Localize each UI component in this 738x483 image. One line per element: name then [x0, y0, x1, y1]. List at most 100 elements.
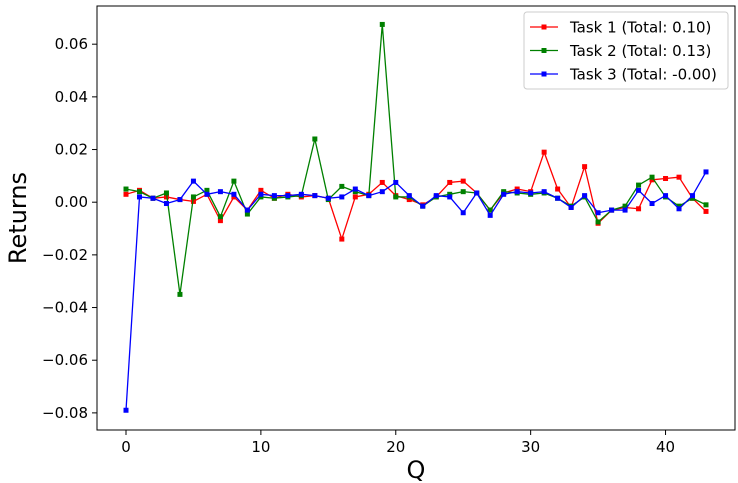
- series-3-point: [244, 207, 250, 213]
- series-3-point: [298, 191, 304, 197]
- series-3-point: [555, 195, 561, 201]
- series-3-point: [136, 194, 142, 200]
- series-3-point: [622, 207, 628, 213]
- series-3-point: [406, 193, 412, 199]
- series-3-point: [582, 193, 588, 199]
- series-3-point: [204, 191, 210, 197]
- plot-frame: [96, 5, 736, 431]
- series-1-point: [379, 179, 385, 185]
- series-1-point: [339, 236, 345, 242]
- x-tick-label: 10: [251, 438, 270, 456]
- y-axis: −0.08 −0.06 −0.04 −0.02 0.00 0.02 0.04 0.06: [42, 35, 97, 422]
- y-tick-label: 0.04: [55, 88, 88, 106]
- series-2-point: [231, 178, 237, 184]
- series-3: [123, 169, 709, 413]
- legend-marker: [541, 71, 547, 77]
- series-3-point: [217, 189, 223, 195]
- series-3-point: [285, 193, 291, 199]
- series-1-point: [258, 187, 264, 193]
- series-3-point: [163, 201, 169, 207]
- series-2-point: [352, 189, 358, 195]
- series-3-point: [339, 194, 345, 200]
- series-3-point: [528, 190, 534, 196]
- series-2-point: [460, 189, 466, 195]
- series-1-point: [676, 174, 682, 180]
- legend-marker: [541, 48, 547, 53]
- series-2-point: [258, 194, 264, 200]
- series-2-point: [379, 21, 385, 27]
- series-1-point: [231, 194, 237, 200]
- series-3-point: [258, 191, 264, 197]
- series-2-point: [487, 207, 493, 213]
- series-1-point: [514, 186, 520, 192]
- series-3-point: [676, 206, 682, 212]
- series-1-point: [406, 197, 412, 203]
- series-3-point: [690, 193, 696, 199]
- series-3-point: [271, 193, 277, 199]
- legend-label: Task 3 (Total: -0.00): [569, 66, 717, 84]
- series-1-point: [636, 206, 642, 212]
- x-tick-label: 20: [386, 438, 405, 456]
- series-3-point: [663, 193, 669, 199]
- y-tick-label: −0.04: [42, 299, 88, 317]
- series-3-point: [379, 189, 385, 195]
- series-3-point: [177, 197, 183, 203]
- series-2-point: [676, 203, 682, 209]
- y-tick-label: 0.02: [55, 141, 88, 159]
- legend-marker: [541, 24, 547, 30]
- series-3-point: [474, 190, 480, 196]
- series-1-point: [217, 218, 223, 224]
- series-3-point: [447, 194, 453, 200]
- series-3-point: [393, 179, 399, 185]
- series-1-point: [582, 164, 588, 170]
- series-3-point: [352, 186, 358, 192]
- series-1-point: [123, 191, 129, 197]
- series-3-point: [190, 178, 196, 184]
- series-2-point: [312, 136, 318, 142]
- series-2-point: [190, 194, 196, 200]
- series-3-point: [433, 193, 439, 199]
- series-3-point: [123, 407, 129, 413]
- series-2-point: [690, 195, 696, 201]
- legend-label: Task 1 (Total: 0.10): [569, 19, 711, 37]
- y-tick-label: −0.08: [42, 404, 88, 422]
- series-2-point: [271, 195, 277, 201]
- series-1-point: [703, 208, 709, 214]
- series-3-point: [460, 210, 466, 216]
- series-2-point: [622, 203, 628, 209]
- series-3-point: [609, 207, 615, 213]
- series-2-point: [649, 174, 655, 180]
- series-2-point: [204, 187, 210, 193]
- series-3-point: [231, 191, 237, 197]
- series-2-point: [636, 182, 642, 188]
- legend-entry-3: Task 3 (Total: -0.00): [530, 66, 717, 84]
- series-3-point: [501, 191, 507, 197]
- y-tick-label: −0.06: [42, 351, 88, 369]
- series-2-point: [244, 211, 250, 217]
- series-3-point: [487, 212, 493, 218]
- series-2-point: [339, 183, 345, 189]
- series-2-point: [595, 219, 601, 225]
- series-2-point: [501, 189, 507, 195]
- series-layer: [123, 21, 709, 413]
- legend-box: [523, 11, 729, 90]
- y-axis-label: Returns: [4, 172, 32, 264]
- series-3-point: [150, 195, 156, 201]
- series-3-point: [649, 201, 655, 207]
- series-1-point: [352, 194, 358, 200]
- series-3-point: [703, 169, 709, 175]
- series-1-point: [555, 186, 561, 192]
- series-1-point: [541, 149, 547, 155]
- legend-entries: Task 1 (Total: 0.10) Task 2 (Total: 0.13)…: [530, 19, 717, 84]
- series-1-point: [447, 179, 453, 185]
- series-2-point: [217, 214, 223, 220]
- series-3-point: [514, 189, 520, 195]
- legend-entry-1: Task 1 (Total: 0.10): [530, 19, 711, 37]
- series-2-point: [136, 189, 142, 195]
- series-1-point: [663, 175, 669, 181]
- y-tick-label: 0.00: [55, 193, 88, 211]
- x-tick-label: 30: [521, 438, 540, 456]
- series-3-point: [595, 210, 601, 216]
- series-3-point: [420, 203, 426, 209]
